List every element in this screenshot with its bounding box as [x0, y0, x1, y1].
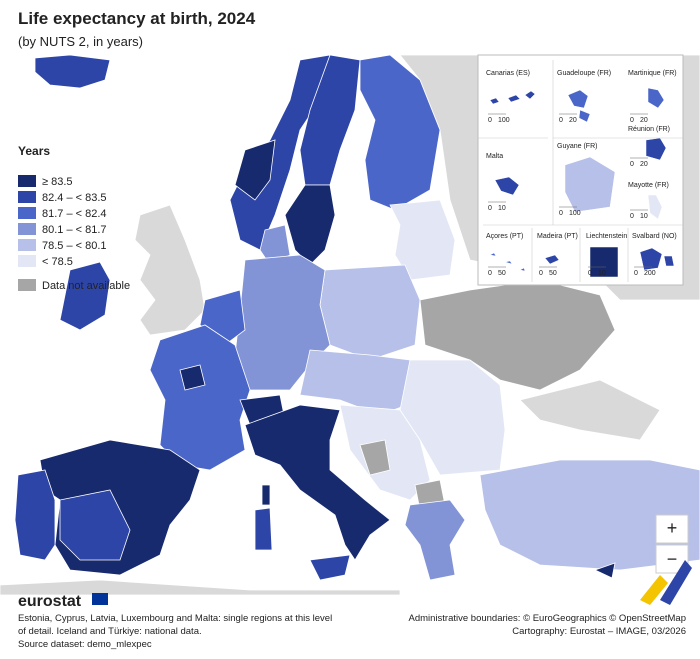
legend-swatch [18, 279, 36, 291]
scale-label: 0 [559, 210, 563, 217]
inset-label: Malta [486, 153, 503, 160]
inset-label: Svalbard (NO) [632, 233, 677, 240]
inset-label: Réunion (FR) [628, 126, 670, 133]
ireland [59, 261, 111, 331]
iceland [34, 54, 111, 89]
north-africa [0, 579, 401, 596]
black-sea-coast [519, 379, 661, 441]
inset-region [564, 156, 616, 213]
corsica [261, 484, 271, 506]
legend-label: < 78.5 [42, 256, 73, 268]
title: Life expectancy at birth, 2024 [18, 9, 256, 28]
inset-label: Açores (PT) [486, 233, 523, 240]
zoom-out-label[interactable]: − [667, 549, 678, 569]
poland [319, 264, 421, 361]
scale-label: 10 [498, 205, 506, 212]
scale-label: 0 [634, 270, 638, 277]
sardinia [254, 507, 273, 551]
scale-label: 0 [488, 117, 492, 124]
subtitle: (by NUTS 2, in years) [18, 34, 143, 49]
baltics [389, 199, 456, 281]
eu-flag [92, 593, 108, 605]
legend-label: ≥ 83.5 [42, 176, 73, 188]
cyprus [593, 562, 616, 579]
scale-label: 10 [598, 270, 606, 277]
scale-label: 10 [640, 213, 648, 220]
legend-label: Data not available [42, 280, 130, 292]
scale-label: 100 [498, 117, 510, 124]
inset-label: Canarias (ES) [486, 70, 530, 77]
footer: eurostat Estonia, Cyprus, Latvia, Luxemb… [18, 593, 686, 650]
legend-label: 81.7 – < 82.4 [42, 208, 107, 220]
scale-label: 50 [549, 270, 557, 277]
scale-label: 0 [559, 117, 563, 124]
spain-centre [59, 489, 131, 561]
eurostat-logo: eurostat [18, 593, 82, 610]
inset-region [494, 176, 520, 196]
legend-label: 78.5 – < 80.1 [42, 240, 107, 252]
inset-region [647, 194, 663, 220]
central-europe [299, 349, 421, 416]
scale-label: 200 [644, 270, 656, 277]
inset-region [645, 137, 667, 161]
ile-de-france [179, 364, 206, 391]
note: Source dataset: demo_mlexpec [18, 639, 152, 650]
france [149, 324, 251, 471]
logo-stripe [640, 575, 668, 605]
scale-label: 20 [569, 117, 577, 124]
legend-swatch [18, 255, 36, 267]
scale-label: 100 [569, 210, 581, 217]
sweden-south [284, 184, 336, 266]
inset-region [567, 89, 591, 123]
inset-label: Mayotte (FR) [628, 182, 669, 189]
zoom-controls: + − [640, 514, 692, 605]
scale-label: 0 [630, 213, 634, 220]
greece [404, 499, 466, 581]
scale-label: 0 [539, 270, 543, 277]
note: Estonia, Cyprus, Latvia, Luxembourg and … [18, 613, 332, 624]
legend-swatch [18, 223, 36, 235]
inset-region [544, 254, 560, 265]
inset-label: Liechtenstein [586, 233, 627, 240]
logo-stripe [660, 560, 692, 605]
scale-label: 0 [630, 117, 634, 124]
zoom-in-label[interactable]: + [667, 518, 678, 538]
legend-title: Years [18, 144, 50, 158]
norway-west [234, 139, 276, 201]
credit: Cartography: Eurostat – IMAGE, 03/2026 [512, 626, 686, 637]
inset-label: Guadeloupe (FR) [557, 70, 611, 77]
note: of detail. Iceland and Türkiye: national… [18, 626, 202, 637]
scale-label: 20 [640, 117, 648, 124]
inset-region [489, 90, 536, 105]
legend-swatch [18, 175, 36, 187]
inset-label: Guyane (FR) [557, 143, 597, 150]
scale-label: 0 [488, 270, 492, 277]
legend-swatch [18, 207, 36, 219]
inset-label: Martinique (FR) [628, 70, 677, 77]
inset-label: Madeira (PT) [537, 233, 578, 240]
portugal [14, 469, 56, 561]
italy [244, 404, 391, 561]
legend-swatch [18, 191, 36, 203]
bosnia [359, 439, 391, 476]
legend: Years ≥ 83.5 82.4 – < 83.5 81.7 – < 82.4 80… [18, 144, 130, 292]
credits: Administrative boundaries: © EuroGeograp… [409, 613, 687, 637]
credit: Administrative boundaries: © EuroGeograp… [409, 613, 687, 624]
uk [134, 204, 206, 336]
inset-region [647, 87, 665, 109]
legend-label: 80.1 – < 81.7 [42, 224, 107, 236]
zoom-in-button[interactable] [655, 514, 689, 544]
legend-label: 82.4 – < 83.5 [42, 192, 107, 204]
scale-label: 20 [640, 161, 648, 168]
legend-swatch [18, 239, 36, 251]
scale-label: 50 [498, 270, 506, 277]
scale-label: 0 [488, 205, 492, 212]
notes: Estonia, Cyprus, Latvia, Luxembourg and … [18, 613, 332, 650]
scale-label: 0 [630, 161, 634, 168]
scale-label: 0 [588, 270, 592, 277]
sicily [309, 554, 351, 581]
inset-region [489, 252, 526, 272]
